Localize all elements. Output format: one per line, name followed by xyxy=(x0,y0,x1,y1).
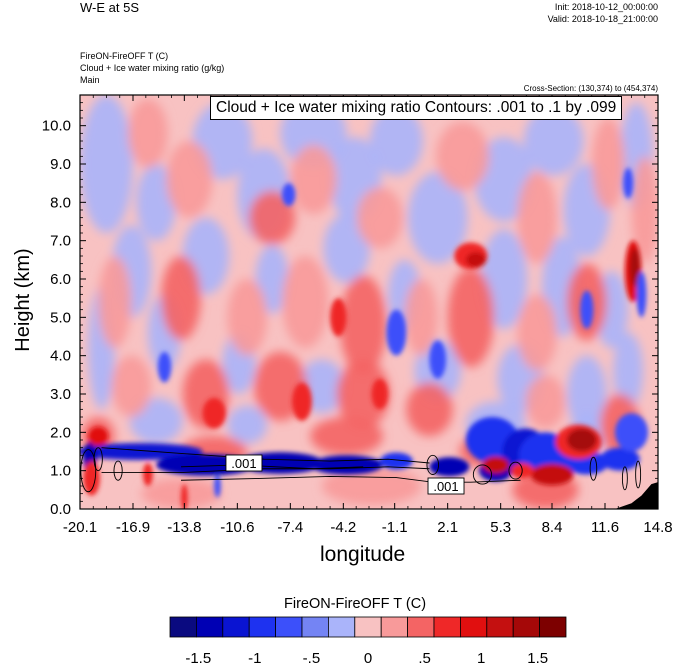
field-label-3: Main xyxy=(80,75,100,85)
y-tick-label: 1.0 xyxy=(50,463,71,480)
colorbar-swatch xyxy=(354,616,382,638)
colorbar: -1.5 -1 -.5 0 .5 1 1.5 xyxy=(169,616,567,667)
colorbar-tick-label: -1 xyxy=(248,650,261,667)
colorbar-swatch xyxy=(301,616,329,638)
x-tick-label: 11.6 xyxy=(591,519,619,536)
x-tick-label: -4.2 xyxy=(330,519,356,536)
colorbar-tick-label: -1.5 xyxy=(185,650,211,667)
x-tick-label: 8.4 xyxy=(542,519,563,536)
x-tick-label: -1.1 xyxy=(382,519,408,536)
contour-info-box: Cloud + Ice water mixing ratio Contours:… xyxy=(210,96,623,120)
plot-axes: -20.1 -16.9 -13.8 -10.6 -7.4 -4.2 -1.1 2.1 5.3 8.… xyxy=(42,94,673,536)
colorbar-tick-label: .5 xyxy=(418,650,431,667)
x-tick-label: -20.1 xyxy=(63,519,97,536)
contour-label: .001 xyxy=(433,479,458,494)
colorbar-swatch xyxy=(275,616,303,638)
colorbar-swatch xyxy=(512,616,541,638)
colorbar-swatch xyxy=(169,616,197,638)
colorbar-title: FireON-FireOFF T (C) xyxy=(284,596,427,612)
init-time: Init: 2018-10-12_00:00:00 xyxy=(554,2,658,12)
y-tick-label: 0.0 xyxy=(50,501,71,518)
cross-section-label: Cross-Section: (130,374) to (454,374) xyxy=(523,84,658,93)
x-tick-label: -16.9 xyxy=(116,519,150,536)
contour-label: .001 xyxy=(231,456,256,471)
colorbar-tick-label: -.5 xyxy=(303,650,321,667)
y-tick-label: 6.0 xyxy=(50,271,71,288)
y-tick-label: 7.0 xyxy=(50,233,71,250)
chart-title: W-E at 5S xyxy=(80,0,140,15)
colorbar-tick-label: 1 xyxy=(477,650,485,667)
y-tick-label: 10.0 xyxy=(42,118,71,135)
cloud-contours: .001 .001 xyxy=(80,447,642,495)
field-label-2: Cloud + Ice water mixing ratio (g/kg) xyxy=(80,63,225,73)
colorbar-swatch xyxy=(486,616,514,638)
colorbar-swatch xyxy=(248,616,276,638)
colorbar-swatch xyxy=(459,616,488,638)
colorbar-swatch xyxy=(380,616,409,638)
x-axis-label: longitude xyxy=(320,543,406,566)
x-tick-label: -7.4 xyxy=(277,519,303,536)
contour-label-box xyxy=(427,477,465,495)
y-tick-label: 9.0 xyxy=(50,156,71,173)
colorbar-swatch xyxy=(222,616,250,638)
valid-time: Valid: 2018-10-18_21:00:00 xyxy=(547,14,658,24)
contour-label-box xyxy=(225,454,263,472)
colorbar-swatch xyxy=(539,616,567,638)
colorbar-swatch xyxy=(327,616,356,638)
colorbar-swatch xyxy=(195,616,224,638)
y-tick-label: 8.0 xyxy=(50,194,71,211)
colorbar-tick-label: 1.5 xyxy=(527,650,548,667)
x-tick-label: 14.8 xyxy=(643,519,672,536)
terrain-mask xyxy=(614,482,658,509)
y-axis-label: Height (km) xyxy=(12,248,34,352)
x-tick-label: 2.1 xyxy=(437,519,458,536)
y-tick-label: 4.0 xyxy=(50,348,71,365)
x-tick-label: 5.3 xyxy=(490,519,511,536)
colorbar-swatch xyxy=(407,616,435,638)
y-tick-label: 5.0 xyxy=(50,309,71,326)
field-label-1: FireON-FireOFF T (C) xyxy=(80,51,169,61)
colorbar-tick-label: 0 xyxy=(364,650,372,667)
x-tick-label: -10.6 xyxy=(220,519,254,536)
heatmap-field xyxy=(80,95,658,509)
colorbar-swatch xyxy=(433,616,461,638)
y-tick-label: 3.0 xyxy=(50,386,71,403)
y-tick-label: 2.0 xyxy=(50,424,71,441)
x-tick-label: -13.8 xyxy=(167,519,201,536)
